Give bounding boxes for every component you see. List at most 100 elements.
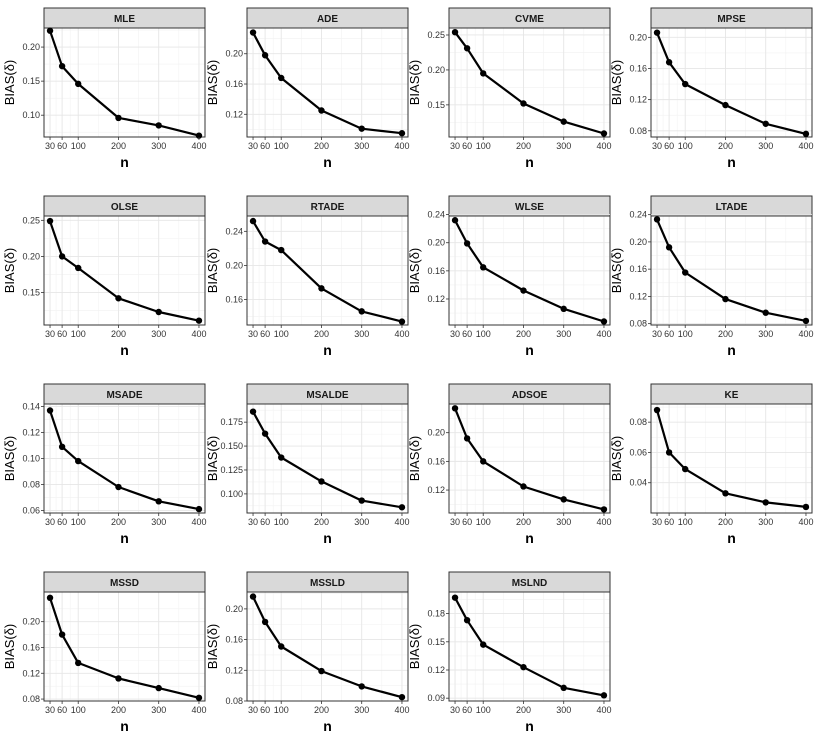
panel-title: OLSE — [111, 202, 139, 213]
panel-wlse: WLSE 30 60 100 200 300 400 0.12 0.16 0.20 0.24 n BIA… — [407, 195, 611, 358]
y-axis-title: BIAS(δ) — [205, 624, 220, 670]
x-tick-label: 300 — [354, 329, 369, 339]
y-tick-label: 0.12 — [225, 665, 243, 675]
y-tick-label: 0.12 — [427, 665, 445, 675]
data-point — [463, 435, 471, 442]
x-tick-label: 100 — [476, 517, 491, 527]
y-tick-label: 0.24 — [427, 210, 445, 220]
panel-border — [650, 27, 813, 138]
panel-border — [448, 403, 611, 514]
x-tick-label: 60 — [260, 141, 270, 151]
data-point — [600, 692, 608, 699]
data-point — [261, 430, 269, 437]
x-axis-title: n — [323, 718, 332, 734]
x-tick-label: 30 — [45, 141, 55, 151]
series-line — [252, 411, 403, 509]
panel-title: LTADE — [716, 202, 748, 213]
x-tick-label: 200 — [516, 705, 531, 715]
x-tick-label: 200 — [314, 329, 329, 339]
data-point — [682, 269, 689, 276]
y-tick-label: 0.08 — [629, 417, 647, 427]
y-tick-label: 0.08 — [629, 126, 647, 136]
panel-olse: OLSE 30 60 100 200 300 400 0.15 0.20 0.25 n BIAS(δ) — [2, 195, 206, 358]
x-tick-label: 300 — [354, 141, 369, 151]
panel-title: CVME — [515, 14, 544, 25]
data-point — [520, 663, 527, 671]
y-tick-label: 0.15 — [427, 637, 445, 647]
data-point — [249, 408, 257, 415]
data-point — [802, 503, 810, 511]
y-tick-label: 0.20 — [225, 604, 243, 614]
data-point — [46, 594, 54, 602]
data-point — [480, 264, 487, 271]
x-tick-label: 60 — [57, 705, 67, 715]
data-point — [115, 483, 122, 491]
data-point — [480, 458, 487, 465]
series-line — [454, 31, 605, 135]
data-point — [451, 405, 459, 412]
data-point — [802, 130, 810, 138]
y-axis-title: BIAS(δ) — [205, 60, 220, 106]
data-point — [195, 317, 203, 324]
x-tick-label: 200 — [111, 705, 126, 715]
x-tick-label: 30 — [248, 329, 258, 339]
y-tick-label: 0.20 — [427, 428, 445, 438]
data-point — [75, 264, 82, 272]
data-point — [358, 308, 365, 315]
panel-rtade: RTADE 30 60 100 200 300 400 0.16 0.20 0.24 n BIAS(δ… — [205, 195, 409, 358]
y-tick-label: 0.10 — [22, 110, 40, 120]
x-tick-label: 100 — [274, 517, 289, 527]
x-tick-label: 30 — [450, 517, 460, 527]
panel-border — [246, 591, 409, 702]
x-axis-title: n — [323, 530, 332, 546]
x-tick-label: 30 — [248, 141, 258, 151]
panel-mpse: MPSE 30 60 100 200 300 400 0.08 0.12 0.16 0.20 n BIA… — [609, 7, 813, 170]
data-point — [653, 29, 661, 36]
panel-mslnd: MSLND 30 60 100 200 300 400 0.09 0.12 0.15 0.18 n BI… — [407, 571, 611, 734]
panel-border — [448, 27, 611, 138]
data-point — [249, 593, 257, 600]
plot-background — [247, 592, 408, 701]
panel-border — [650, 215, 813, 326]
data-point — [195, 505, 203, 513]
data-point — [665, 244, 673, 251]
data-point — [318, 107, 325, 114]
data-point — [463, 616, 471, 624]
x-tick-label: 30 — [45, 705, 55, 715]
y-tick-label: 0.12 — [225, 109, 243, 119]
data-point — [398, 130, 406, 137]
x-tick-label: 400 — [191, 141, 206, 151]
y-tick-label: 0.12 — [427, 485, 445, 495]
x-tick-label: 400 — [798, 329, 813, 339]
data-point — [46, 407, 54, 414]
y-tick-label: 0.16 — [225, 79, 243, 89]
x-tick-label: 300 — [758, 517, 773, 527]
data-point — [261, 618, 269, 626]
y-tick-label: 0.10 — [22, 454, 40, 464]
data-point — [318, 285, 325, 292]
x-tick-label: 60 — [664, 517, 674, 527]
y-tick-label: 0.20 — [427, 238, 445, 248]
y-axis-title: BIAS(δ) — [2, 436, 17, 482]
x-tick-label: 60 — [664, 141, 674, 151]
data-point — [261, 52, 269, 59]
y-axis-title: BIAS(δ) — [407, 436, 422, 482]
x-tick-label: 60 — [260, 329, 270, 339]
y-tick-label: 0.20 — [22, 42, 40, 52]
plot-background — [44, 28, 205, 137]
y-axis-title: BIAS(δ) — [2, 624, 17, 670]
x-tick-label: 100 — [71, 705, 86, 715]
x-tick-label: 60 — [462, 141, 472, 151]
data-point — [398, 504, 406, 511]
data-point — [318, 667, 325, 675]
plot-background — [651, 216, 812, 325]
plot-background — [651, 28, 812, 137]
data-point — [195, 132, 203, 139]
data-point — [762, 120, 769, 127]
x-tick-label: 400 — [191, 705, 206, 715]
x-tick-label: 400 — [394, 705, 409, 715]
x-tick-label: 30 — [450, 141, 460, 151]
x-tick-label: 100 — [476, 705, 491, 715]
x-tick-label: 300 — [151, 329, 166, 339]
y-tick-label: 0.150 — [220, 441, 243, 451]
